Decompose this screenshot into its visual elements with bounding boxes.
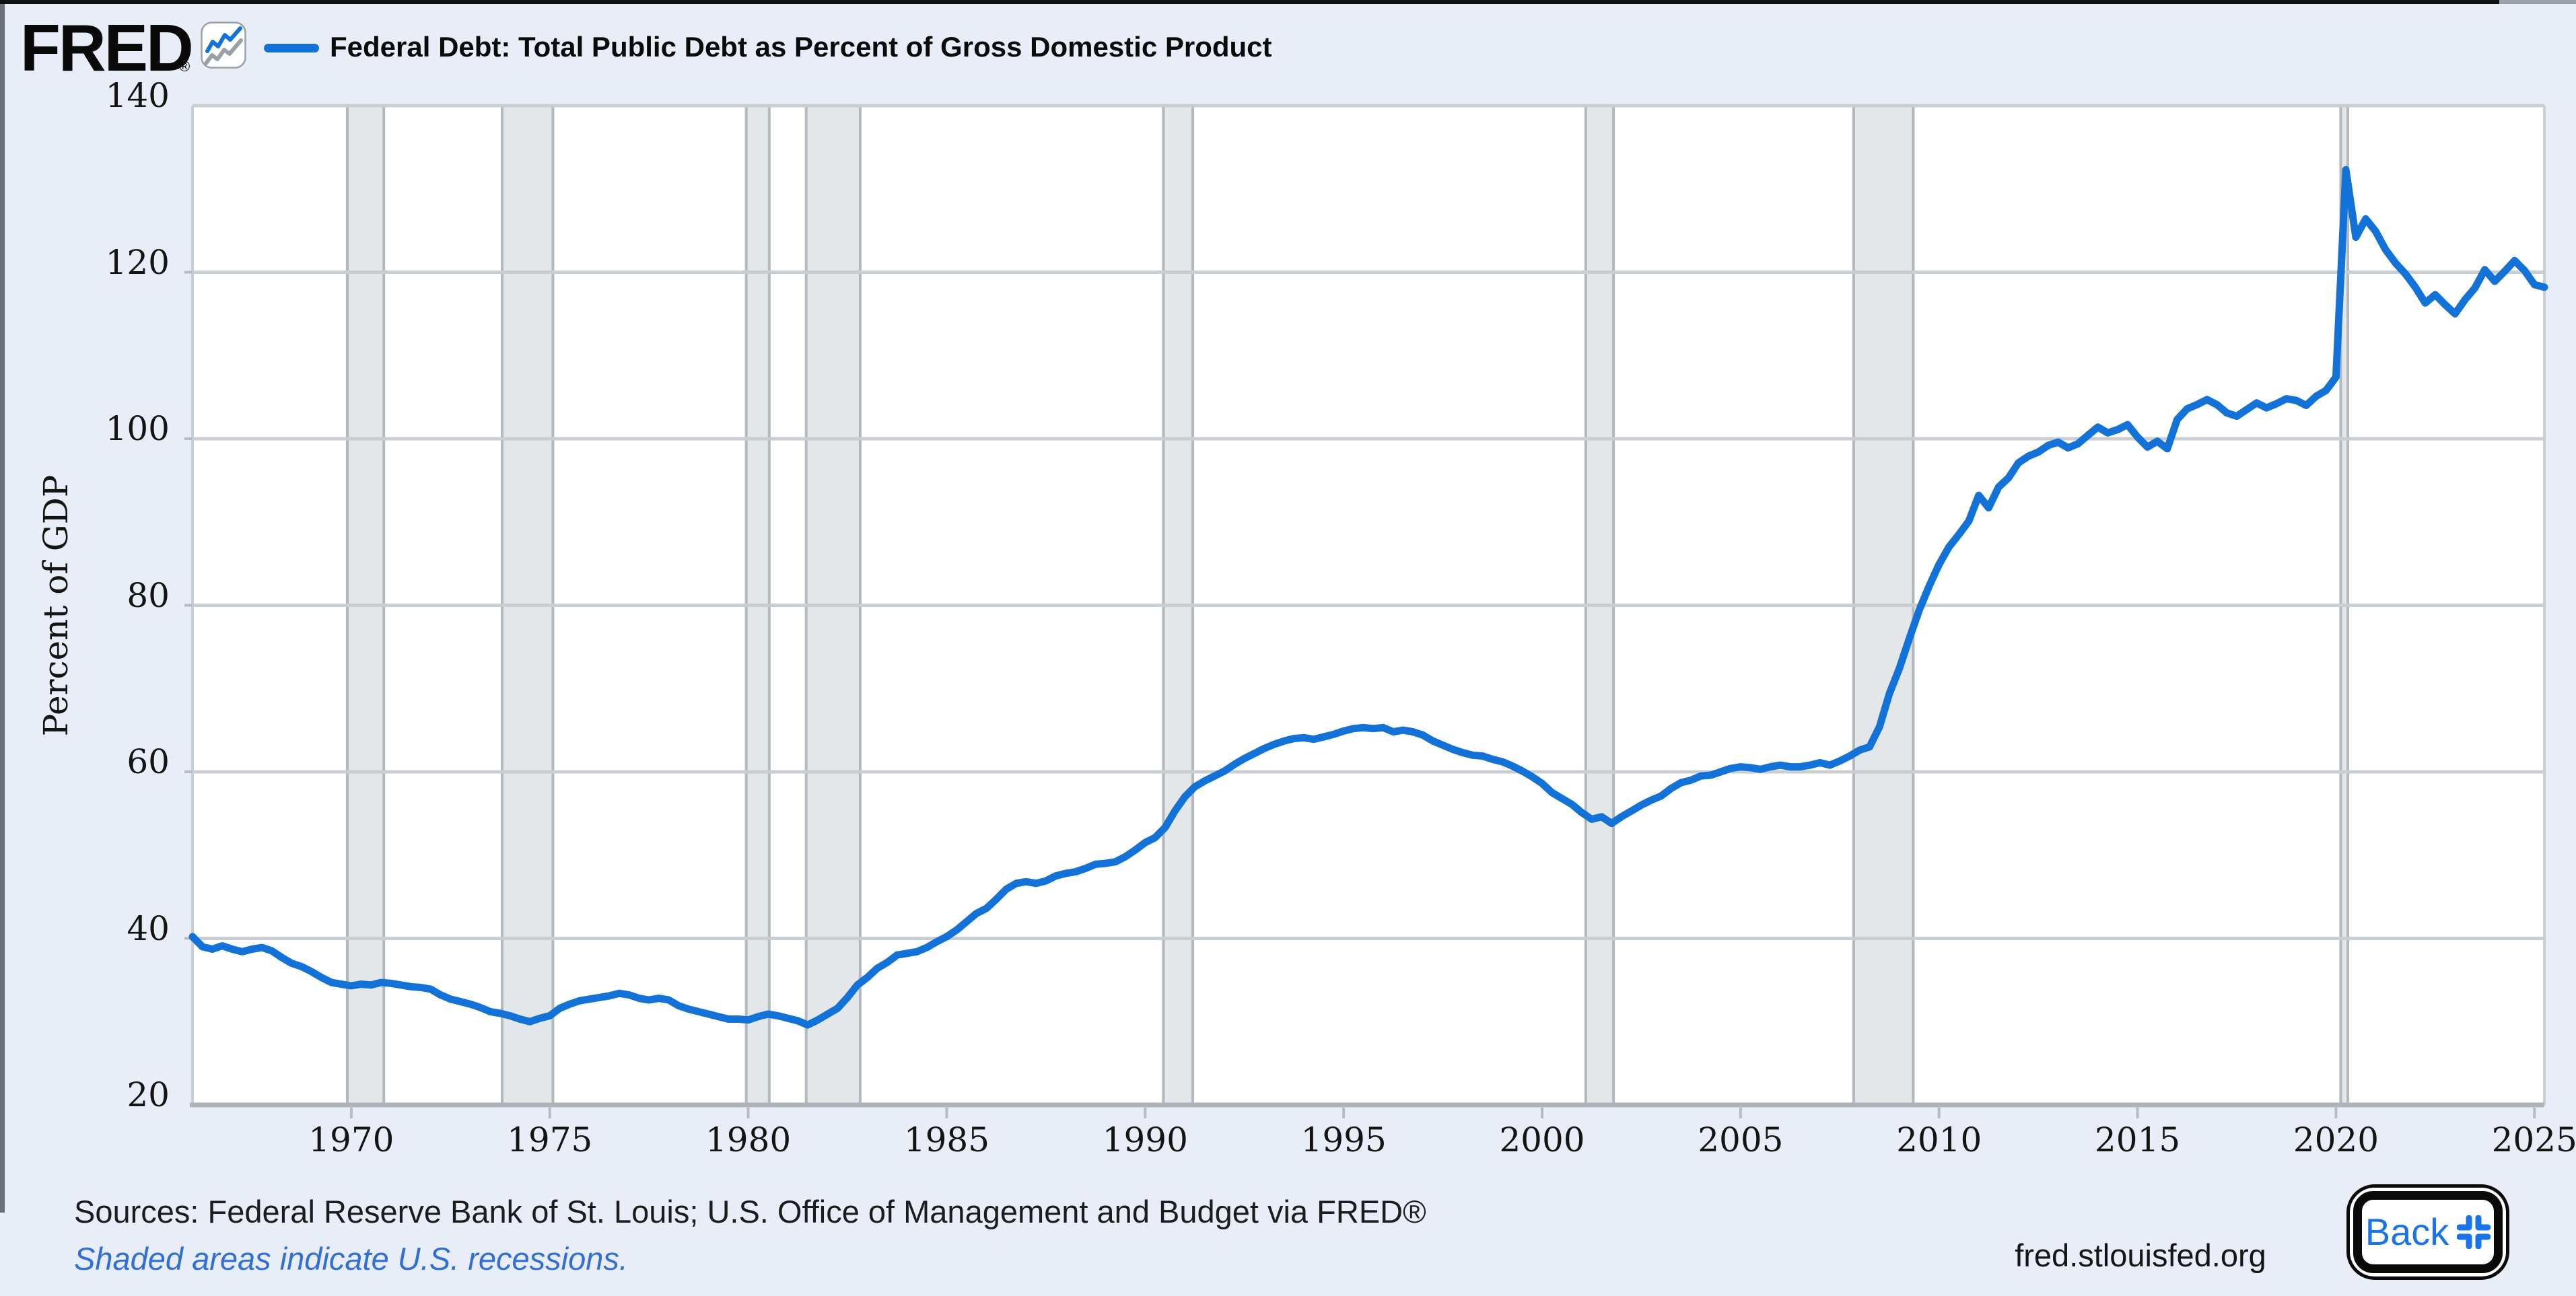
window-top-border-corner	[2499, 0, 2576, 4]
y-tick-label: 80	[127, 575, 170, 615]
x-tick-label: 2010	[1896, 1120, 1982, 1159]
y-tick-label: 40	[127, 908, 170, 948]
site-url: fred.stlouisfed.org	[2015, 1237, 2266, 1273]
x-tick-label: 1990	[1102, 1120, 1188, 1159]
gridlines	[191, 104, 2546, 1105]
window-top-border	[0, 0, 2499, 4]
y-tick-label: 140	[105, 76, 170, 115]
back-button[interactable]: Back	[2346, 1184, 2509, 1280]
x-tick-label: 1975	[507, 1120, 593, 1159]
x-tick-label: 1985	[903, 1120, 990, 1159]
x-tick-label: 1995	[1300, 1120, 1387, 1159]
back-button-inner: Back	[2353, 1191, 2503, 1273]
x-tick-label: 2005	[1698, 1120, 1784, 1159]
sources-text: Sources: Federal Reserve Bank of St. Lou…	[74, 1194, 1426, 1229]
fred-logo-chart-icon	[201, 22, 246, 69]
recession-note: Shaded areas indicate U.S. recessions.	[74, 1241, 628, 1276]
back-button-label: Back	[2365, 1211, 2449, 1253]
x-tick-label: 2020	[2293, 1120, 2379, 1159]
y-tick-label: 120	[105, 242, 170, 282]
x-tick-label: 2000	[1499, 1120, 1585, 1159]
x-tick-label: 2015	[2094, 1120, 2181, 1159]
x-tick-label: 1980	[705, 1120, 792, 1159]
y-tick-label: 60	[127, 742, 170, 781]
legend-series-title: Federal Debt: Total Public Debt as Perce…	[330, 31, 1272, 63]
x-tick-label: 2025	[2491, 1120, 2576, 1159]
registered-trademark: ®	[179, 58, 190, 75]
y-tick-label: 100	[105, 409, 170, 448]
series-line	[188, 166, 2548, 1029]
collapse-arrows-icon	[2457, 1215, 2491, 1249]
legend-line-swatch	[264, 44, 319, 52]
fred-logo: FRED	[20, 11, 194, 85]
x-tick-label: 1970	[308, 1120, 394, 1159]
axes	[184, 271, 2544, 1118]
window-left-border	[0, 4, 5, 1213]
y-tick-label: 20	[127, 1075, 170, 1114]
